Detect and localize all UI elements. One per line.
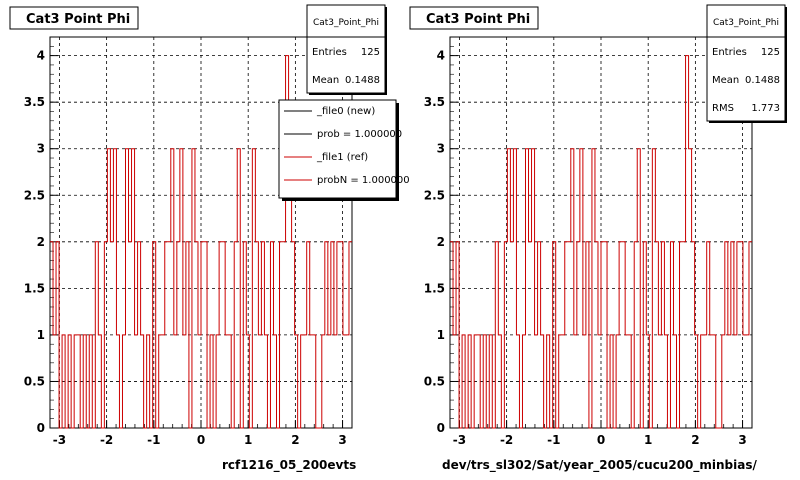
y-tick-label: 0 [437,421,445,435]
x-tick-label: -3 [453,433,466,447]
y-tick-label: 4 [37,49,45,63]
x-tick-label: 1 [244,433,252,447]
x-tick-label: 1 [644,433,652,447]
histogram-series [450,55,752,429]
histogram-series [50,55,352,429]
right-chart-title: Cat3 Point Phi [426,12,530,27]
x-tick-label: -3 [53,433,66,447]
y-tick-label: 2.5 [24,188,45,202]
stats-value: 1.773 [751,103,780,114]
right-stats-box: Cat3_Point_Phi Entries 125 Mean 0.1488 RMS 1.7… [706,4,787,123]
x-tick-label: 2 [291,433,299,447]
y-tick-label: 4 [437,49,445,63]
stats-label: RMS [712,103,734,114]
stats-value: 0.1488 [345,75,380,86]
legend-entry: probN = 1.000000 [317,175,410,186]
y-tick-label: 2 [437,235,445,249]
stats-label: Mean [712,75,739,86]
left-x-axis-label: rcf1216_05_200evts [222,458,356,473]
y-tick-label: 2 [37,235,45,249]
stats-label: Entries [312,47,347,58]
stats-header: Cat3_Point_Phi [313,18,379,28]
stats-label: Mean [312,75,339,86]
y-tick-label: 1.5 [424,281,445,295]
legend-entry: prob = 1.000000 [317,129,402,140]
x-tick-label: 2 [691,433,699,447]
y-tick-label: 2.5 [424,188,445,202]
stats-header: Cat3_Point_Phi [713,18,779,28]
legend-entry: _file1 (ref) [316,152,368,163]
y-tick-label: 0.5 [24,374,45,388]
stats-label: Entries [712,47,747,58]
x-tick-label: -1 [147,433,160,447]
right-title-box [409,6,539,30]
y-tick-label: 0.5 [424,374,445,388]
y-tick-label: 1.5 [24,281,45,295]
stats-box-frame [706,4,786,122]
stats-value: 125 [761,47,780,58]
right-x-axis-label: dev/trs_sl302/Sat/year_2005/cucu200_minb… [442,458,758,473]
y-tick-label: 0 [37,421,45,435]
right-plot-area: -3 -2 -1 0 1 2 3 0 0.5 1 1.5 2 2.5 3 3.5 4 [424,36,753,447]
x-tick-label: 0 [197,433,205,447]
x-tick-label: -1 [547,433,560,447]
x-tick-label: 3 [738,433,746,447]
stats-value: 125 [361,47,380,58]
left-legend: _file0 (new) prob = 1.000000 _file1 (ref) p… [278,99,410,201]
stats-value: 0.1488 [745,75,780,86]
right-panel: Cat3 Point Phi -3 -2 -1 0 1 2 3 0 0.5 1 1.5 2 2.5 3 3.… [409,4,787,473]
legend-entry: _file0 (new) [316,106,375,117]
y-tick-label: 1 [437,328,445,342]
legend-frame [278,99,397,199]
y-tick-label: 3.5 [424,95,445,109]
x-tick-label: 3 [338,433,346,447]
y-tick-label: 3 [437,142,445,156]
y-tick-label: 3.5 [24,95,45,109]
x-tick-label: -2 [100,433,113,447]
x-tick-label: 0 [597,433,605,447]
stats-box-frame [306,4,386,94]
left-title-box [9,6,139,30]
y-tick-label: 3 [37,142,45,156]
left-panel: Cat3 Point Phi -3 -2 -1 0 1 2 3 0 0.5 1 1.5 2 2.5 3 3.… [9,4,410,473]
left-chart-title: Cat3 Point Phi [26,12,130,27]
x-tick-label: -2 [500,433,513,447]
left-stats-box: Cat3_Point_Phi Entries 125 Mean 0.1488 [306,4,387,95]
left-plot-area: -3 -2 -1 0 1 2 3 0 0.5 1 1.5 2 2.5 3 3.5 4 [24,36,353,447]
y-tick-label: 1 [37,328,45,342]
